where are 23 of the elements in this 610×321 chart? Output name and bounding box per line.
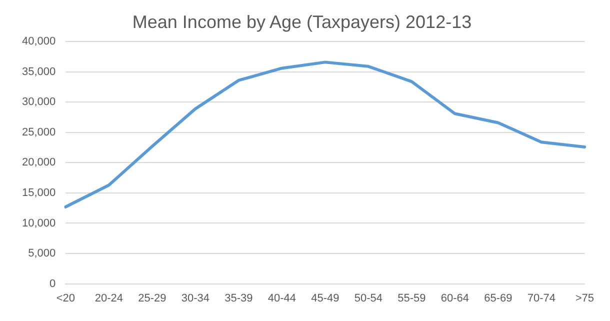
x-tick-label: 25-29	[138, 292, 166, 304]
x-tick-label: 55-59	[398, 292, 426, 304]
y-tick-label: 35,000	[22, 66, 56, 78]
y-tick-label: 40,000	[22, 36, 56, 48]
y-tick-label: 25,000	[22, 126, 56, 138]
y-tick-label: 10,000	[22, 217, 56, 230]
x-tick-label: 70-74	[527, 292, 556, 304]
x-tick-label: 35-39	[224, 292, 253, 304]
x-tick-label: 40-44	[268, 292, 296, 304]
x-tick-label: 60-64	[440, 292, 469, 304]
y-tick-label: 30,000	[22, 96, 56, 108]
chart-title: Mean Income by Age (Taxpayers) 2012-13	[132, 12, 472, 32]
x-tick-label: >75	[575, 292, 594, 304]
x-tick-label: 30-34	[181, 292, 210, 304]
x-tick-label: 65-69	[484, 292, 512, 304]
x-tick-label: 50-54	[354, 292, 382, 304]
y-tick-label: 0	[50, 278, 56, 290]
x-tick-label: 20-24	[94, 292, 123, 304]
y-tick-label: 5,000	[28, 248, 56, 260]
y-tick-label: 20,000	[22, 156, 56, 169]
x-tick-label: 45-49	[311, 292, 340, 304]
x-tick-label: <20	[56, 292, 75, 304]
y-tick-label: 15,000	[22, 187, 56, 200]
